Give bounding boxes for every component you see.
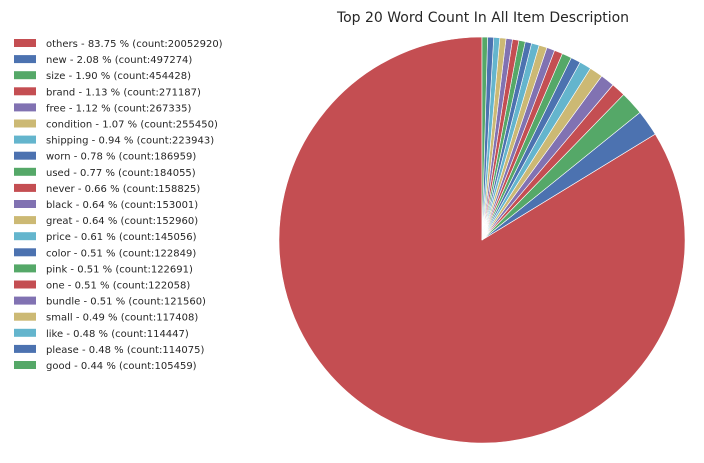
legend-label-9: never - 0.66 % (count:158825) xyxy=(46,184,200,195)
legend-label-15: one - 0.51 % (count:122058) xyxy=(46,281,190,292)
legend-entry-16: bundle - 0.51 % (count:121560) xyxy=(14,296,206,308)
legend-swatch-5 xyxy=(14,119,36,128)
legend-swatch-14 xyxy=(14,264,36,273)
legend-label-4: free - 1.12 % (count:267335) xyxy=(46,103,191,114)
legend-label-19: please - 0.48 % (count:114075) xyxy=(46,345,205,356)
legend-label-17: small - 0.49 % (count:117408) xyxy=(46,313,198,324)
legend-label-14: pink - 0.51 % (count:122691) xyxy=(46,264,193,275)
legend-entry-2: size - 1.90 % (count:454428) xyxy=(14,71,191,82)
legend-entry-0: others - 83.75 % (count:20052920) xyxy=(14,39,223,50)
legend-label-5: condition - 1.07 % (count:255450) xyxy=(46,120,218,131)
legend-swatch-6 xyxy=(14,135,36,144)
legend-entry-4: free - 1.12 % (count:267335) xyxy=(14,103,191,114)
legend-swatch-3 xyxy=(14,87,36,96)
legend-label-20: good - 0.44 % (count:105459) xyxy=(46,361,197,372)
legend-swatch-19 xyxy=(14,344,36,353)
legend-swatch-16 xyxy=(14,296,36,305)
legend-label-7: worn - 0.78 % (count:186959) xyxy=(46,152,196,163)
legend-swatch-13 xyxy=(14,248,36,257)
legend-entry-1: new - 2.08 % (count:497274) xyxy=(14,55,192,66)
legend-swatch-8 xyxy=(14,167,36,176)
legend-entry-13: color - 0.51 % (count:122849) xyxy=(14,248,196,259)
legend-entry-8: used - 0.77 % (count:184055) xyxy=(14,167,196,179)
pie-slices xyxy=(278,36,686,444)
legend-entry-12: price - 0.61 % (count:145056) xyxy=(14,232,197,243)
legend-label-6: shipping - 0.94 % (count:223943) xyxy=(46,136,214,147)
chart-title: Top 20 Word Count In All Item Descriptio… xyxy=(336,10,629,26)
legend-label-3: brand - 1.13 % (count:271187) xyxy=(46,87,201,98)
legend-label-18: like - 0.48 % (count:114447) xyxy=(46,329,189,340)
legend-swatch-4 xyxy=(14,103,36,112)
legend-swatch-18 xyxy=(14,328,36,337)
legend-entry-9: never - 0.66 % (count:158825) xyxy=(14,183,200,195)
legend-entry-18: like - 0.48 % (count:114447) xyxy=(14,328,189,340)
legend-label-10: black - 0.64 % (count:153001) xyxy=(46,200,198,211)
legend-entry-20: good - 0.44 % (count:105459) xyxy=(14,361,197,372)
legend-swatch-17 xyxy=(14,312,36,321)
legend-entry-6: shipping - 0.94 % (count:223943) xyxy=(14,135,214,147)
legend-swatch-11 xyxy=(14,216,36,225)
legend-label-0: others - 83.75 % (count:20052920) xyxy=(46,39,223,50)
legend-entry-14: pink - 0.51 % (count:122691) xyxy=(14,264,193,275)
legend-entry-17: small - 0.49 % (count:117408) xyxy=(14,312,198,324)
legend-swatch-15 xyxy=(14,280,36,289)
legend-label-2: size - 1.90 % (count:454428) xyxy=(46,71,191,82)
legend-label-12: price - 0.61 % (count:145056) xyxy=(46,232,197,243)
legend-swatch-0 xyxy=(14,39,36,47)
legend-swatch-20 xyxy=(14,361,36,369)
legend-entry-5: condition - 1.07 % (count:255450) xyxy=(14,119,218,131)
legend-entry-11: great - 0.64 % (count:152960) xyxy=(14,216,198,227)
legend-entry-15: one - 0.51 % (count:122058) xyxy=(14,280,190,292)
legend-label-1: new - 2.08 % (count:497274) xyxy=(46,55,192,66)
legend-swatch-10 xyxy=(14,200,36,208)
legend-label-8: used - 0.77 % (count:184055) xyxy=(46,168,196,179)
legend-entry-3: brand - 1.13 % (count:271187) xyxy=(14,87,201,98)
legend-swatch-7 xyxy=(14,151,36,160)
legend-label-16: bundle - 0.51 % (count:121560) xyxy=(46,297,206,308)
legend: others - 83.75 % (count:20052920) new - 2… xyxy=(14,39,223,372)
legend-swatch-1 xyxy=(14,55,36,64)
legend-swatch-2 xyxy=(14,71,36,80)
pie-slice-20 xyxy=(481,36,488,241)
legend-entry-7: worn - 0.78 % (count:186959) xyxy=(14,151,196,163)
legend-entry-19: please - 0.48 % (count:114075) xyxy=(14,344,205,356)
legend-label-13: color - 0.51 % (count:122849) xyxy=(46,248,196,259)
legend-label-11: great - 0.64 % (count:152960) xyxy=(46,216,198,227)
legend-entry-10: black - 0.64 % (count:153001) xyxy=(14,200,198,211)
legend-swatch-12 xyxy=(14,232,36,241)
legend-swatch-9 xyxy=(14,183,36,192)
